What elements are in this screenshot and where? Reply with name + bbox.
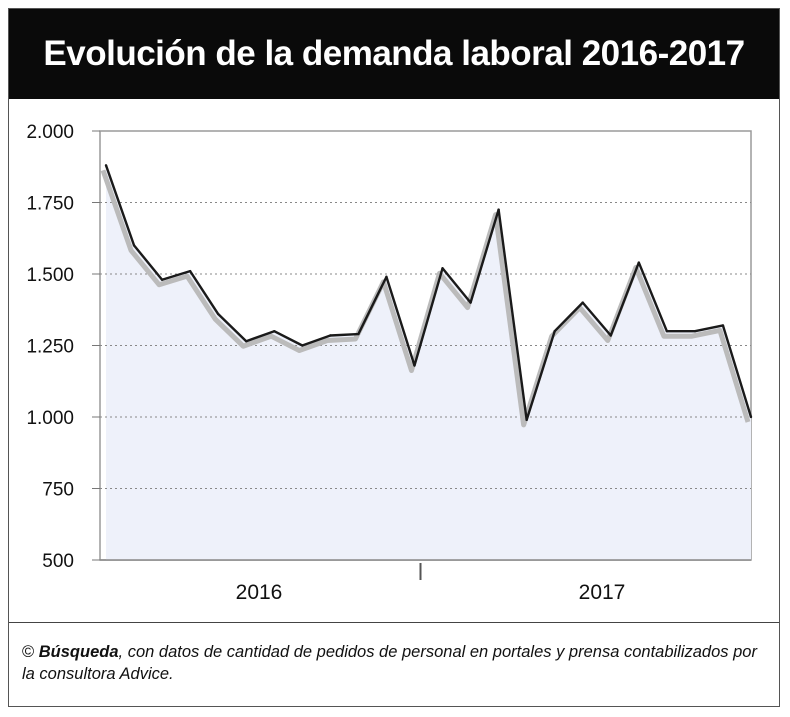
footer-divider [9, 622, 779, 623]
data-point [721, 324, 725, 327]
data-point [693, 330, 697, 333]
y-tick-label: 1.000 [26, 408, 74, 429]
data-point [553, 330, 556, 333]
data-point [273, 330, 276, 333]
data-point [216, 312, 220, 316]
data-point [104, 164, 108, 167]
data-point [637, 261, 641, 264]
data-point [469, 301, 472, 304]
y-tick-label: 2.000 [26, 122, 74, 143]
data-point [441, 267, 444, 270]
data-point [609, 334, 612, 337]
data-point [385, 275, 388, 279]
x-group-label: 2017 [579, 581, 626, 604]
data-point [581, 301, 584, 304]
y-tick-label: 1.250 [26, 337, 74, 358]
source-note: © Búsqueda, con datos de cantidad de ped… [22, 641, 772, 685]
area-fill [106, 165, 751, 560]
copyright-symbol: © [22, 643, 35, 661]
data-point [749, 415, 753, 419]
y-tick-label: 750 [42, 480, 74, 501]
data-point [188, 269, 192, 273]
data-point [665, 330, 669, 333]
chart-title: Evolución de la demanda laboral 2016-201… [43, 34, 745, 73]
data-point [245, 340, 248, 343]
data-point [413, 364, 416, 367]
source-text: , con datos de cantidad de pedidos de pe… [22, 643, 757, 683]
data-point [525, 418, 528, 422]
data-point [160, 278, 164, 281]
data-point [301, 344, 304, 347]
data-point [329, 334, 332, 337]
data-point [132, 244, 136, 247]
series-line [104, 164, 753, 422]
x-group-label: 2016 [236, 581, 283, 604]
y-tick-label: 500 [42, 551, 74, 572]
y-tick-label: 1.750 [26, 194, 74, 215]
data-point [497, 208, 500, 211]
y-tick-label: 1.500 [26, 265, 74, 286]
title-bar: Evolución de la demanda laboral 2016-201… [9, 9, 779, 99]
data-point [357, 332, 360, 336]
source-name: Búsqueda [38, 643, 119, 661]
series-line-shadow [100, 169, 751, 428]
